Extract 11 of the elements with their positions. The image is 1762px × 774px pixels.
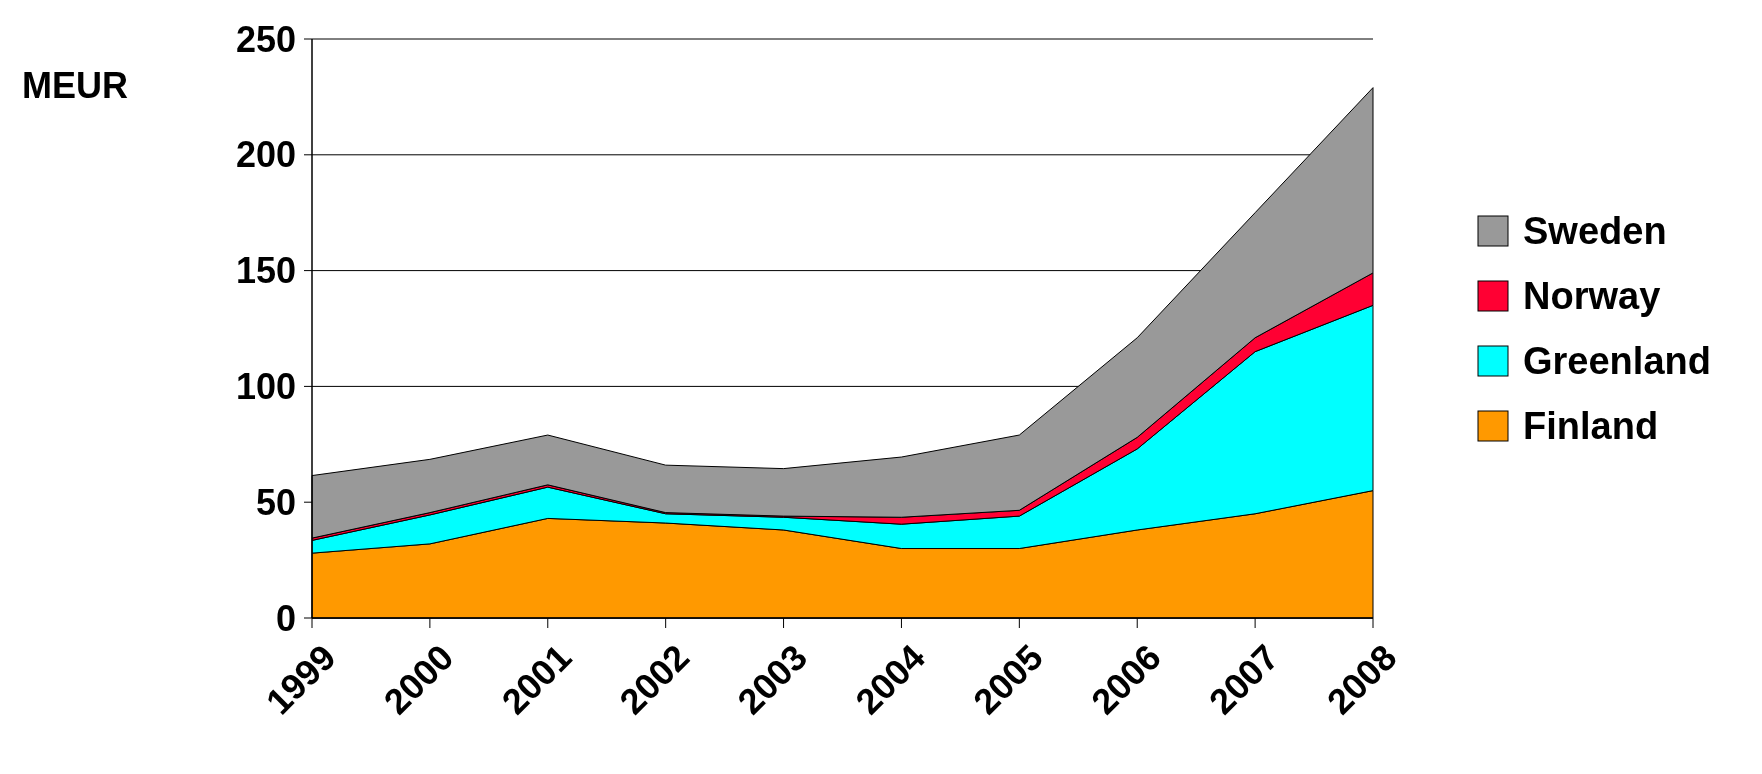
y-tick-label: 250 <box>235 18 296 60</box>
legend-label: Greenland <box>1523 340 1711 383</box>
y-tick-label: 100 <box>235 366 296 407</box>
y-tick-label: 0 <box>275 597 296 639</box>
legend-label: Norway <box>1523 275 1661 318</box>
legend-label: Finland <box>1523 405 1659 448</box>
y-tick-label: 150 <box>235 250 296 292</box>
y-axis-title: MEUR <box>22 65 128 106</box>
y-tick-label: 200 <box>235 134 296 176</box>
legend-label: Sweden <box>1523 210 1667 253</box>
y-tick-label: 50 <box>255 481 296 523</box>
